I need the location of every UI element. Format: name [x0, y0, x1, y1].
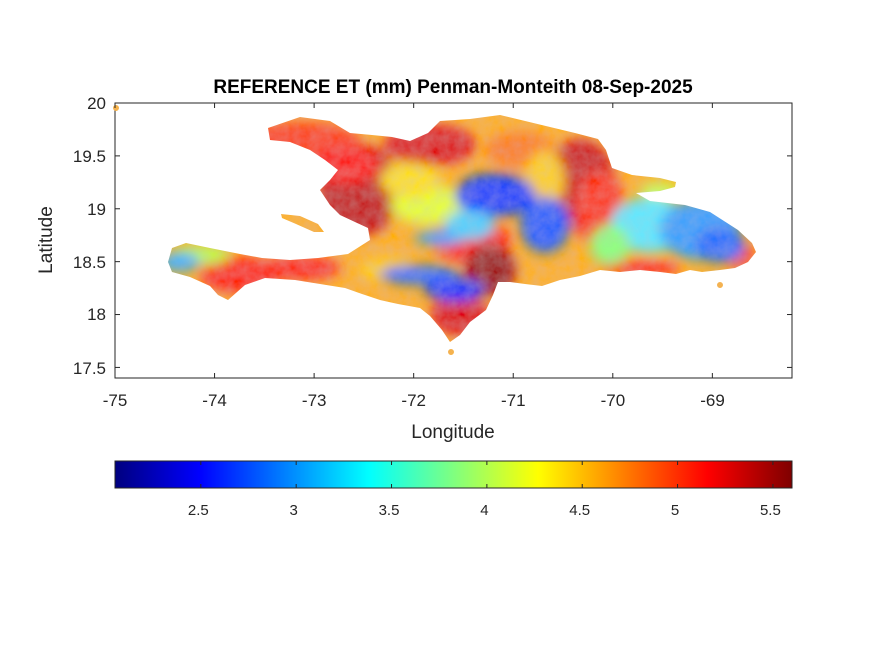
colorbar-tick-label: 4.5 — [569, 502, 590, 519]
colorbar-tick-label: 5.5 — [760, 502, 781, 519]
chart-title: REFERENCE ET (mm) Penman-Monteith 08-Sep… — [213, 77, 693, 98]
y-tick-labels: 17.5 18 18.5 19 19.5 20 — [73, 94, 106, 378]
y-tick-label: 17.5 — [73, 359, 106, 378]
y-tick-label: 18.5 — [73, 253, 106, 272]
x-tick-label: -70 — [601, 391, 626, 410]
x-tick-label: -75 — [103, 391, 128, 410]
x-tick-label: -72 — [401, 391, 426, 410]
x-tick-label: -71 — [501, 391, 526, 410]
colorbar-tick-marks — [200, 461, 774, 488]
x-tick-label: -74 — [202, 391, 227, 410]
colorbar-tick-label: 3 — [290, 502, 298, 519]
colorbar-tick-label: 2.5 — [188, 502, 209, 519]
x-tick-labels: -75 -74 -73 -72 -71 -70 -69 — [103, 391, 725, 410]
colorbar-tick-label: 4 — [480, 502, 488, 519]
colorbar-tick-label: 3.5 — [379, 502, 400, 519]
x-tick-label: -69 — [700, 391, 725, 410]
y-axis-label: Latitude — [36, 206, 57, 274]
y-tick-label: 19 — [87, 200, 106, 219]
y-tick-label: 20 — [87, 94, 106, 113]
y-tick-marks — [115, 102, 792, 368]
x-tick-marks — [114, 103, 713, 378]
y-tick-label: 19.5 — [73, 147, 106, 166]
y-tick-label: 18 — [87, 305, 106, 324]
colorbar-tick-labels: 2.5 3 3.5 4 4.5 5 5.5 — [188, 502, 781, 519]
x-tick-label: -73 — [302, 391, 327, 410]
colorbar — [114, 460, 793, 489]
colorbar-tick-label: 5 — [671, 502, 679, 519]
x-axis-label: Longitude — [411, 422, 494, 443]
